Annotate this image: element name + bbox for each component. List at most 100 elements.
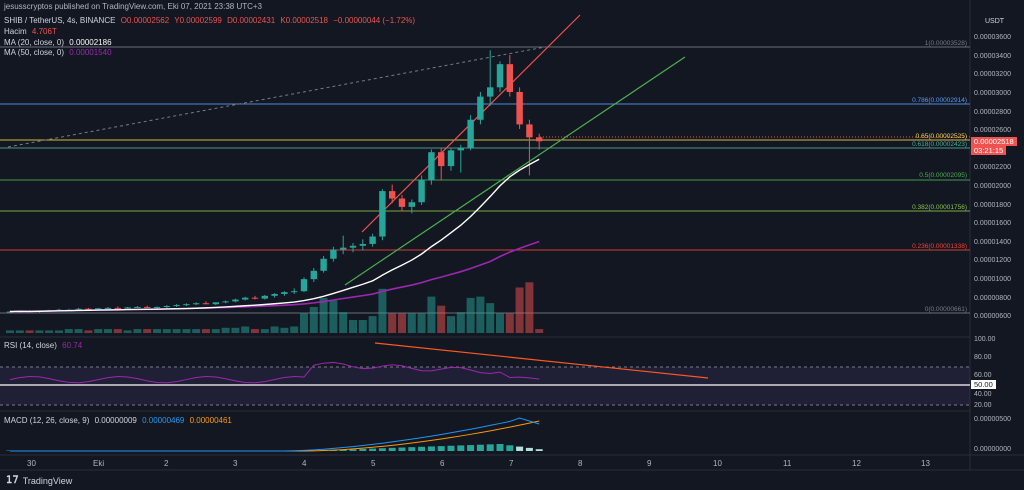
candle-body [75,308,82,310]
volume-bar [319,297,328,333]
price-tick: 0.00001000 [974,276,1011,283]
fib-level-0786: 0.786(0.00002914) [912,97,967,104]
candle-body [271,293,278,296]
candle-body [134,306,141,308]
candle-body [153,306,161,308]
volume-bar [6,330,14,333]
volume-bar [300,313,308,333]
volume-bar [211,329,220,333]
ma20-label[interactable]: MA (20, close, 0) [4,38,65,47]
volume-bar [398,313,406,333]
x-tick: 30 [27,459,36,468]
volume-bar [525,282,534,333]
ma20-value: 0.00002186 [69,38,112,47]
price-tick: 0.00001800 [974,202,1011,209]
price-tick: 0.00003000 [974,90,1011,97]
volume-bar [221,327,230,333]
volume-bar [515,287,524,333]
candle-body [6,311,14,313]
volume-bar [427,296,436,333]
candle-body [389,191,396,199]
candle-body [85,308,92,310]
tradingview-logo-icon: 𝟣𝟩 [6,475,19,486]
volume-bar [447,316,455,333]
x-tick: 2 [164,459,169,468]
x-tick: Eki [93,459,105,468]
candle-body [144,306,151,308]
symbol-name[interactable]: SHIB / TetherUS, 4s, BINANCE [4,16,116,25]
volume-bar [388,313,397,333]
rsi-label[interactable]: RSI (14, close) [4,341,57,350]
fib-trend-line [7,46,546,148]
high-value: Y0.00002599 [174,16,222,25]
volume-label[interactable]: Hacim [4,27,27,36]
macd-v1: 0.00000009 [94,416,137,425]
volume-bar [486,303,495,333]
volume-bar [339,312,348,333]
volume-bar [456,312,465,333]
x-tick: 4 [302,459,307,468]
x-tick: 9 [647,459,652,468]
volume-bar [15,330,24,333]
change-value: −0.00000044 (−1.72%) [333,16,416,25]
volume-bar [172,329,181,333]
candle-body [261,295,268,299]
candle-body [418,180,425,203]
candle-body [340,247,347,250]
volume-bar [476,296,485,333]
candle-body [281,292,288,294]
macd-v2: 0.00000469 [142,416,185,425]
price-tick: 0.00003600 [974,34,1011,41]
volume-bar [55,330,63,333]
candle-body [526,124,533,138]
price-tick: 0.00001600 [974,220,1011,227]
rsi-divergence-line [374,342,709,379]
macd-line [10,417,540,452]
candle-body [173,305,180,307]
candle-body [232,299,239,302]
volume-bar [74,329,83,333]
macd-histogram-bar [359,448,367,451]
candle-body [457,147,464,151]
macd-histogram-bar [437,446,445,451]
volume-bar [280,327,289,333]
volume-bar [231,327,240,333]
candle-body [349,245,357,248]
volume-value: 4.706T [31,27,57,36]
x-tick: 3 [233,459,238,468]
volume-bar [94,329,103,333]
fib-level-0236: 0.236(0.00001338) [912,243,967,250]
candle-body [330,249,337,259]
price-tick: 0.00002000 [974,183,1011,190]
x-tick: 7 [509,459,514,468]
volume-bar [260,329,269,333]
ma50-line [9,240,540,313]
volume-bar [309,307,318,333]
candle-body [477,96,484,120]
macd-histogram-bar [349,449,357,451]
volume-legend: Hacim 4.706T [4,27,60,37]
candle-body [104,307,112,309]
candle-body [124,307,131,309]
tradingview-footer[interactable]: 𝟣𝟩 TradingView [6,475,72,486]
macd-histogram-bar [516,446,524,451]
publisher-line: jesusscryptos published on TradingView.c… [4,2,262,11]
volume-bar [437,305,446,333]
volume-bar [64,329,73,333]
candle-body [438,152,445,167]
ma20-legend: MA (20, close, 0) 0.00002186 [4,38,115,48]
open-value: O0.00002562 [120,16,170,25]
volume-bar [45,330,54,333]
x-tick: 6 [440,459,445,468]
fib-level-1: 1(0.00003528) [924,40,967,47]
macd-label[interactable]: MACD (12, 26, close, 9) [4,416,90,425]
currency-label[interactable]: USDT [985,18,1005,25]
candle-body [496,64,504,88]
candle-body [310,270,317,280]
ma50-label[interactable]: MA (50, close, 0) [4,48,65,57]
volume-bar [349,320,357,333]
volume-bar [143,329,152,333]
volume-bar [505,313,514,333]
macd-histogram-bar [408,447,416,451]
